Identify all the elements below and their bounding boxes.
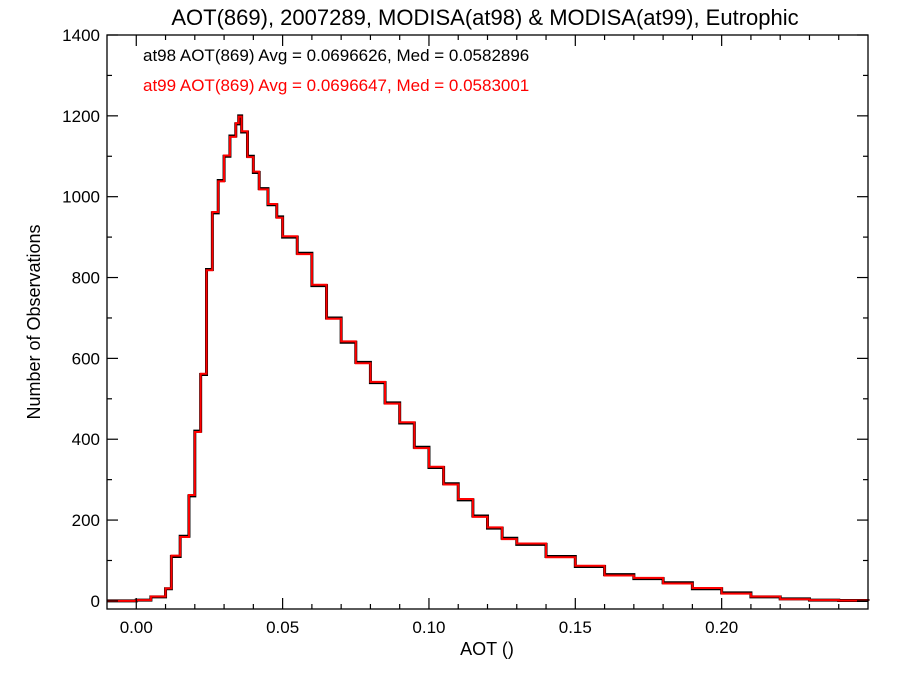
y-tick-label: 1400 [62, 26, 100, 45]
y-tick-label: 200 [72, 511, 100, 530]
series-line-at99 [107, 115, 869, 602]
y-tick-label: 1000 [62, 188, 100, 207]
axis-ticks: 0.00 0.05 0.10 0.15 0.20 0 200 400 600 800 1000 120… [62, 26, 868, 637]
y-tick-label: 600 [72, 349, 100, 368]
y-tick-label: 0 [91, 592, 100, 611]
x-tick-label: 0.00 [120, 618, 153, 637]
y-tick-label: 1200 [62, 107, 100, 126]
plot-area [106, 34, 870, 610]
x-tick-label: 0.20 [705, 618, 738, 637]
x-tick-label: 0.10 [412, 618, 445, 637]
y-axis-label: Number of Observations [24, 224, 44, 419]
chart-title: AOT(869), 2007289, MODISA(at98) & MODISA… [171, 5, 798, 30]
y-tick-label: 400 [72, 430, 100, 449]
legend-at99: at99 AOT(869) Avg = 0.0696647, Med = 0.0… [143, 76, 529, 95]
x-axis-label: AOT () [460, 639, 514, 659]
y-tick-label: 800 [72, 269, 100, 288]
x-tick-label: 0.15 [559, 618, 592, 637]
legend-at98: at98 AOT(869) Avg = 0.0696626, Med = 0.0… [143, 46, 529, 65]
x-tick-label: 0.05 [266, 618, 299, 637]
series-layer [107, 114, 870, 603]
